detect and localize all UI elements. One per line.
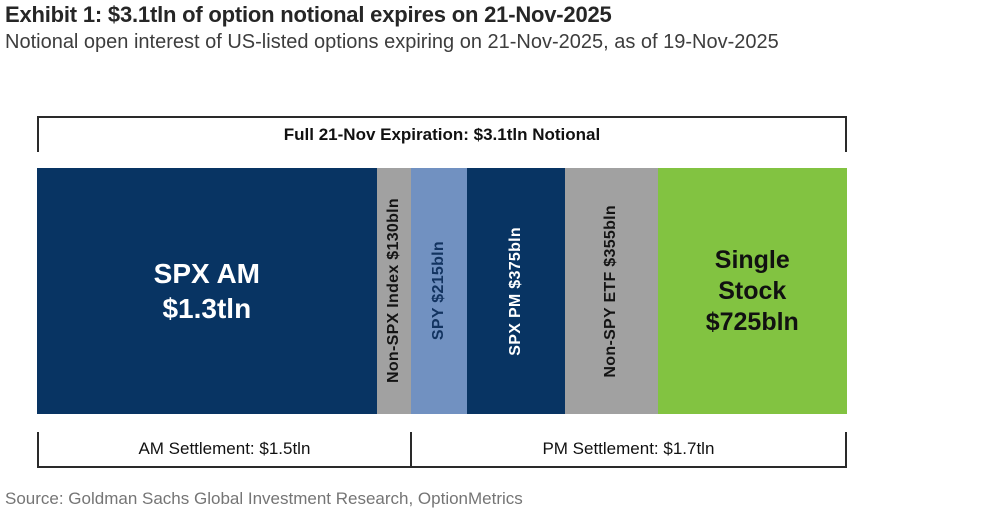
bar-segment-spx-pm: SPX PM $375bln bbox=[466, 168, 565, 414]
bar-segment-label: Non-SPY ETF $355bln bbox=[602, 204, 620, 378]
settlement-label: PM Settlement: $1.7tln bbox=[542, 439, 715, 458]
bar-segment-label: SPY $215bln bbox=[429, 241, 447, 341]
bar-segment-spx-am: SPX AM $1.3tln bbox=[37, 168, 377, 414]
bar-segment-label: SPX PM $375bln bbox=[506, 226, 524, 356]
total-bracket: Full 21-Nov Expiration: $3.1tln Notional bbox=[37, 116, 847, 152]
bar-segment-spy: SPY $215bln bbox=[410, 168, 467, 414]
exhibit-title: Exhibit 1: $3.1tln of option notional ex… bbox=[5, 2, 612, 27]
settlement-bracket: AM Settlement: $1.5tln PM Settlement: $1.… bbox=[37, 432, 847, 468]
stacked-bar: SPX AM $1.3tln Non-SPX Index $130bln SPY $2… bbox=[37, 168, 847, 414]
settlement-group-am: AM Settlement: $1.5tln bbox=[39, 432, 412, 466]
bar-segment-non-spx-index: Non-SPX Index $130bln bbox=[376, 168, 411, 414]
bar-segment-single-stock: Single Stock $725bln bbox=[657, 168, 847, 414]
settlement-group-pm: PM Settlement: $1.7tln bbox=[412, 432, 845, 466]
bar-segment-label: Non-SPX Index $130bln bbox=[384, 198, 402, 384]
settlement-label: AM Settlement: $1.5tln bbox=[138, 439, 311, 458]
bar-segment-label: Single Stock $725bln bbox=[705, 245, 799, 336]
bar-segment-label: SPX AM $1.3tln bbox=[153, 258, 260, 324]
source-text: Source: Goldman Sachs Global Investment … bbox=[5, 489, 523, 508]
total-bracket-label: Full 21-Nov Expiration: $3.1tln Notional bbox=[283, 125, 601, 144]
exhibit-subtitle: Notional open interest of US-listed opti… bbox=[5, 31, 779, 53]
bar-segment-non-spy-etf: Non-SPY ETF $355bln bbox=[564, 168, 658, 414]
